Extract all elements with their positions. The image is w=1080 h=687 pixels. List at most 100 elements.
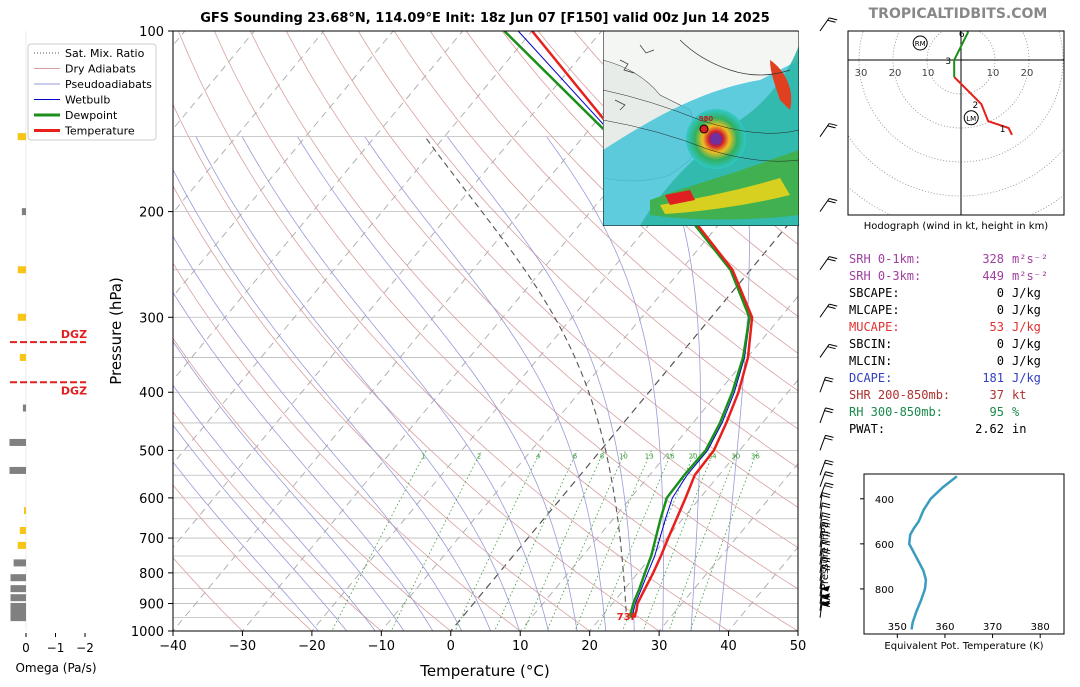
wind-barb <box>819 123 838 137</box>
theta-e-line <box>907 475 958 630</box>
index-unit: kt <box>1012 388 1026 402</box>
index-unit: J/kg <box>1012 286 1041 300</box>
isotherm-line <box>173 31 464 381</box>
y-tick-label: 500 <box>139 444 164 459</box>
mixing-ratio-line <box>494 450 578 631</box>
y-tick-label: 1000 <box>131 625 164 640</box>
hodograph-height-label: 2 <box>973 101 979 111</box>
mixing-ratio-label: 16 <box>666 453 675 461</box>
index-value: 328 <box>982 252 1004 266</box>
isotherm-line <box>173 31 394 298</box>
mixing-ratio-line <box>597 450 673 631</box>
omega-bar <box>17 133 26 141</box>
wind-barb <box>819 492 831 509</box>
wind-barb <box>819 459 834 476</box>
omega-x-tick-label: −2 <box>76 641 94 655</box>
omega-bar <box>22 404 26 412</box>
theta-e-y-tick-label: 600 <box>875 540 894 551</box>
mixing-ratio-line <box>546 450 627 631</box>
moist-adiabat-line <box>651 136 701 631</box>
indices-table: SRH 0-1km: 328 m²s⁻² SRH 0-3km: 449 m²s⁻² SBCA… <box>849 252 1048 436</box>
x-tick-label: −30 <box>229 639 256 654</box>
temperature-line <box>531 31 754 618</box>
wind-barb <box>819 471 834 487</box>
omega-bar <box>10 608 26 616</box>
index-label: RH 300-850mb: <box>849 405 943 419</box>
theta-e-y-axis-label: Pressure (hPa) <box>820 518 831 590</box>
x-tick-label: 20 <box>581 639 598 654</box>
x-tick-label: 50 <box>790 639 807 654</box>
index-unit: % <box>1012 405 1020 419</box>
hodograph-range-label: 30 <box>855 68 868 79</box>
index-label: PWAT: <box>849 422 885 436</box>
index-label: MUCAPE: <box>849 320 900 334</box>
map-inset: 980 <box>603 31 799 226</box>
y-tick-label: 800 <box>139 567 164 582</box>
theta-e-y-tick-label: 400 <box>875 495 894 506</box>
index-value: 0 <box>997 286 1004 300</box>
omega-bar <box>10 614 26 622</box>
dry-adiabat-line <box>173 103 660 631</box>
dry-adiabat-line <box>393 31 798 430</box>
moist-adiabat-line <box>173 384 376 631</box>
moist-adiabat-line <box>173 340 405 631</box>
omega-bar <box>10 585 26 593</box>
isotherm-line <box>173 31 255 130</box>
wind-barb <box>819 482 834 499</box>
wind-barb <box>819 502 831 519</box>
mixing-ratio-label: 6 <box>573 453 578 461</box>
moist-adiabat-line <box>195 136 520 631</box>
dry-adiabat-line <box>177 31 730 631</box>
wind-barb <box>819 17 838 32</box>
parcel-trace-line <box>424 136 635 619</box>
index-value: 0 <box>997 354 1004 368</box>
omega-bar <box>9 466 26 474</box>
index-value: 0 <box>997 303 1004 317</box>
dgz-label: DGZ <box>61 384 87 397</box>
wind-barb <box>819 548 831 565</box>
index-unit: m²s⁻² <box>1012 269 1048 283</box>
wind-barb <box>819 564 831 581</box>
x-tick-label: 30 <box>651 639 668 654</box>
wind-barb <box>819 601 831 618</box>
index-value: 53 <box>990 320 1004 334</box>
wind-barb <box>819 434 834 451</box>
mixing-ratio-line <box>689 450 758 631</box>
mixing-ratio-label: 8 <box>600 453 604 461</box>
dry-adiabat-line <box>173 557 243 631</box>
x-tick-label: 0 <box>447 639 455 654</box>
index-value: 2.62 <box>975 422 1004 436</box>
storm-motion-marker <box>963 110 979 126</box>
dry-adiabat-line <box>465 31 798 354</box>
omega-bar <box>10 594 26 602</box>
index-unit: J/kg <box>1012 371 1041 385</box>
mixing-ratio-label: 36 <box>751 453 760 461</box>
isotherm-line <box>173 31 533 465</box>
brand-label: TROPICALTIDBITS.COM <box>869 6 1048 22</box>
index-label: SHR 200-850mb: <box>849 388 950 402</box>
wind-barb <box>819 407 834 424</box>
dry-adiabat-line <box>173 411 382 631</box>
index-unit: J/kg <box>1012 337 1041 351</box>
index-value: 181 <box>982 371 1004 385</box>
y-tick-label: 300 <box>139 311 164 326</box>
mixing-ratio-label: 30 <box>731 453 740 461</box>
theta-e-x-tick-label: 360 <box>935 622 954 633</box>
mixing-ratio-line <box>642 450 715 631</box>
theta-e-x-tick-label: 350 <box>888 622 907 633</box>
dry-adiabat-line <box>173 262 521 631</box>
dry-adiabat-line <box>501 31 798 317</box>
x-tick-label: 10 <box>512 639 529 654</box>
index-value: 95 <box>990 405 1004 419</box>
mixing-ratio-label: 2 <box>477 453 481 461</box>
legend-label: Wetbulb <box>65 94 110 107</box>
index-unit: in <box>1012 422 1026 436</box>
index-label: MLCIN: <box>849 354 892 368</box>
moist-adiabat-line <box>173 235 463 631</box>
skewt-axes: −40 −30 −20 −10 0 10 20 30 40 50 100 200 300 400 500 60… <box>131 25 806 654</box>
moist-adiabat-line <box>718 136 750 631</box>
isotherm-line <box>449 211 798 631</box>
index-label: SRH 0-1km: <box>849 252 921 266</box>
x-tick-label: −10 <box>368 639 395 654</box>
